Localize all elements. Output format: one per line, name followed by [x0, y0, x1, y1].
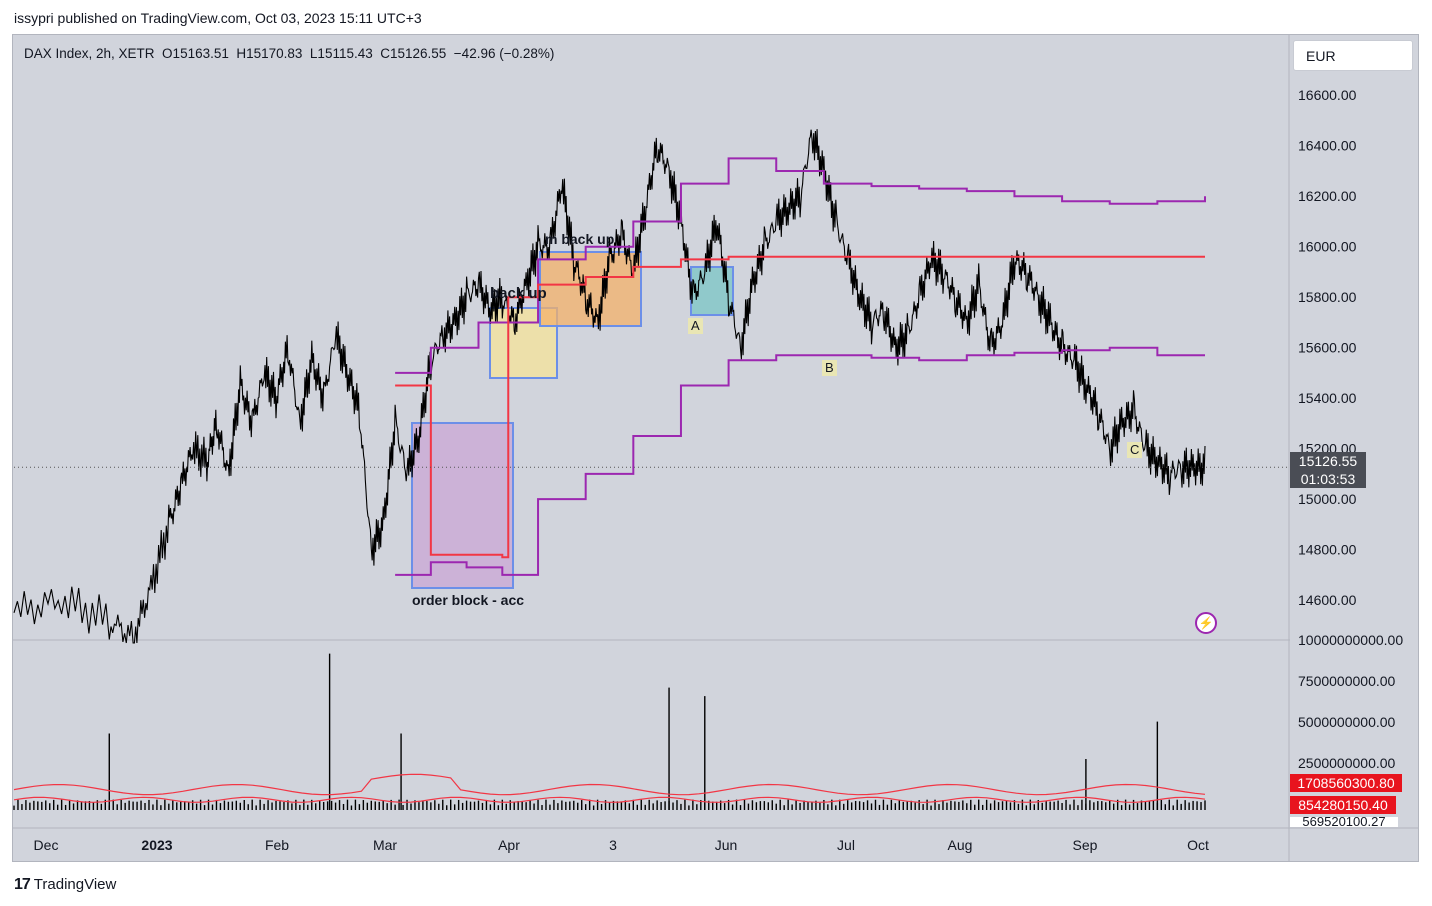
- purple-lower-band: [395, 346, 1205, 576]
- price-series[interactable]: [13, 129, 1206, 644]
- y-tick-label: 16600.00: [1298, 87, 1357, 103]
- volume-ma-long-tag: 1708560300.80: [1290, 774, 1402, 792]
- y-tick-label: 16400.00: [1298, 138, 1357, 154]
- y-tick-label: 15800.00: [1298, 289, 1357, 305]
- purple-upper-band: [395, 157, 1206, 374]
- lightning-icon[interactable]: ⚡: [1195, 612, 1217, 634]
- chart-frame: [12, 34, 1419, 862]
- x-tick-label: Mar: [373, 837, 397, 853]
- x-tick-label: Oct: [1187, 837, 1209, 853]
- tv-mark-icon: 17: [14, 876, 31, 893]
- wave-label-c: C: [1127, 442, 1143, 458]
- y-tick-label: 15000.00: [1298, 491, 1357, 507]
- back-up-box: [489, 307, 558, 379]
- red-mid-line: [395, 255, 1205, 559]
- x-tick-label: Aug: [948, 837, 973, 853]
- annotation-m-back-up: m back up: [545, 231, 615, 247]
- volume-value-tag: 569520100.27: [1290, 817, 1398, 827]
- tradingview-logo[interactable]: 17 TradingView: [14, 876, 116, 894]
- symbol-ohlc-legend[interactable]: DAX Index, 2h, XETR O15163.51 H15170.83 …: [24, 46, 555, 61]
- volume-ma-short: [13, 796, 1206, 803]
- volume-tick-label: 5000000000.00: [1298, 714, 1396, 730]
- m-back-up-box: [539, 251, 642, 327]
- y-tick-label: 14600.00: [1298, 592, 1357, 608]
- x-tick-label: Sep: [1073, 837, 1098, 853]
- annotation-back-up: back up: [490, 285, 547, 302]
- last-price-tag: 15126.55: [1290, 452, 1366, 470]
- y-tick-label: 15400.00: [1298, 390, 1357, 406]
- currency-selector[interactable]: EUR: [1293, 40, 1413, 71]
- volume-ma-short-tag: 854280150.40: [1290, 796, 1396, 814]
- y-tick-label: 16000.00: [1298, 239, 1357, 255]
- y-tick-label: 16200.00: [1298, 188, 1357, 204]
- x-tick-label: Feb: [265, 837, 289, 853]
- brand-name: TradingView: [33, 876, 117, 893]
- wave-label-b: B: [822, 360, 837, 376]
- x-tick-label: Jul: [837, 837, 855, 853]
- volume-tick-label: 10000000000.00: [1298, 632, 1403, 648]
- volume-tick-label: 7500000000.00: [1298, 673, 1396, 689]
- wave-label-a: A: [688, 318, 703, 334]
- volume-ma-long: [13, 773, 1206, 796]
- x-tick-label: Dec: [34, 837, 59, 853]
- annotation-order-block: order block - acc: [412, 592, 525, 608]
- bar-countdown-tag: 01:03:53: [1290, 470, 1366, 488]
- order-block-box: [411, 422, 514, 589]
- y-tick-label: 14800.00: [1298, 542, 1357, 558]
- y-tick-label: 15600.00: [1298, 340, 1357, 356]
- volume-tick-label: 2500000000.00: [1298, 755, 1396, 771]
- x-tick-label: 2023: [141, 837, 172, 853]
- x-tick-label: Apr: [498, 837, 520, 853]
- published-by: issypri published on TradingView.com, Oc…: [14, 10, 422, 26]
- x-tick-label: 3: [609, 837, 617, 853]
- x-tick-label: Jun: [715, 837, 738, 853]
